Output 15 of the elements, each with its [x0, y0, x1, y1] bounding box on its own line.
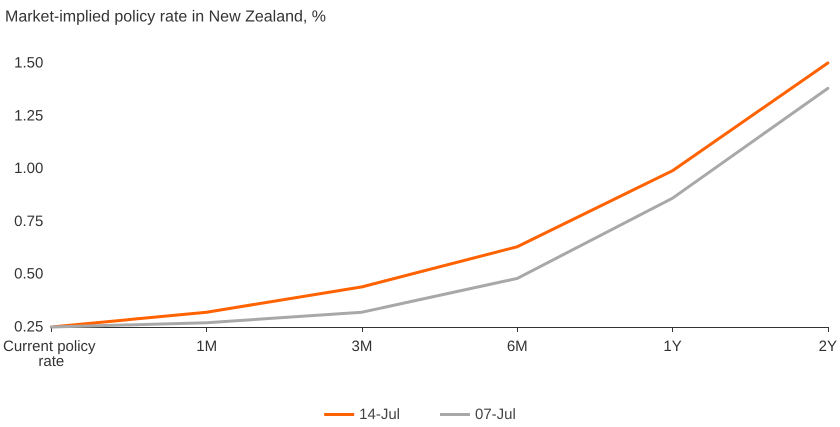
y-tick-label: 1.50 [14, 54, 44, 72]
y-tick-label: 1.00 [14, 160, 44, 178]
x-tick-label: 2Y [818, 338, 838, 355]
y-tick-label: 0.25 [14, 318, 44, 336]
x-tick-label: 6M [506, 338, 528, 355]
legend-label: 14-Jul [359, 406, 400, 423]
y-tick-label: 0.50 [14, 266, 44, 283]
legend-label: 07-Jul [475, 406, 516, 423]
x-tick-label: Current policy rate [3, 338, 100, 370]
x-tick-label: 1Y [663, 338, 682, 355]
chart-title: Market-implied policy rate in New Zealand, % [5, 8, 326, 26]
x-tick-label: 3M [352, 338, 372, 355]
y-tick-label: 0.75 [14, 212, 44, 230]
x-tick-label: 1M [196, 338, 218, 355]
y-tick-label: 1.25 [14, 107, 44, 124]
